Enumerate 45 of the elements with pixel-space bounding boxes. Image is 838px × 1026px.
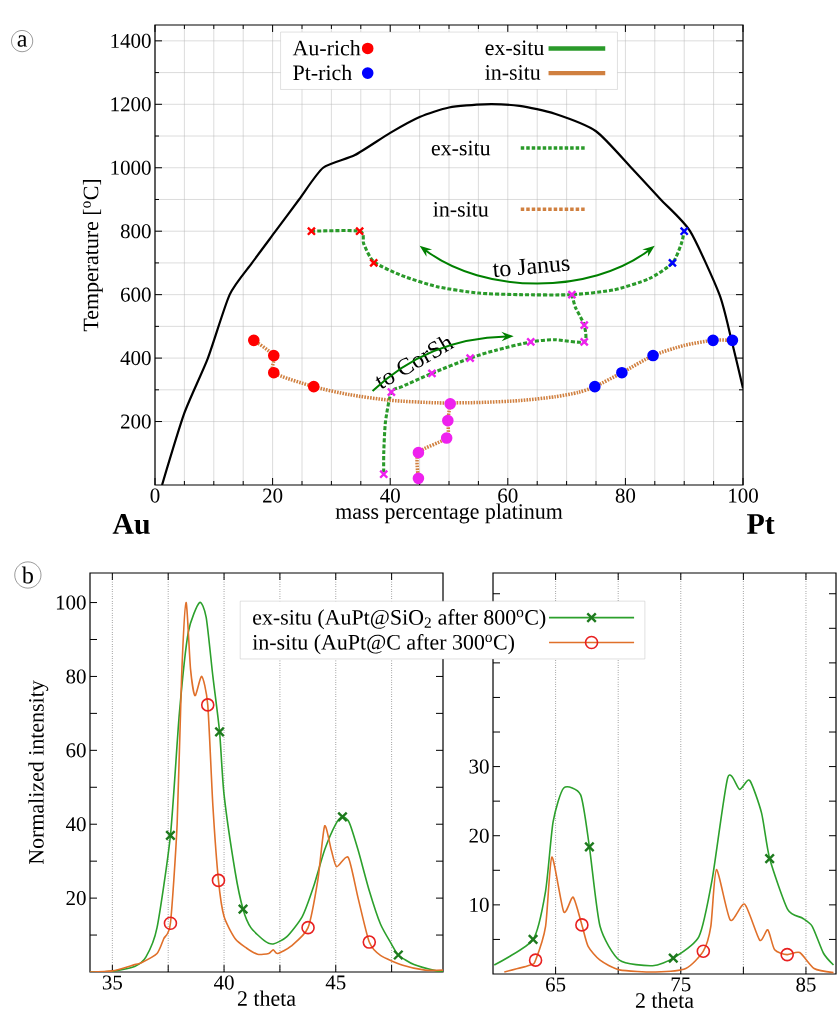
- x-tick-label: 60: [498, 488, 518, 503]
- x-tick-label: 80: [615, 488, 636, 503]
- legend-label: Pt-rich: [293, 64, 352, 81]
- y-tick-label: 800: [120, 224, 151, 239]
- text: b: [21, 566, 33, 584]
- x-axis-title: 2 theta: [237, 990, 296, 1006]
- y-tick-label: 1400: [111, 33, 151, 48]
- x-tick-label: 35: [102, 975, 122, 990]
- y-tick-label: 20: [469, 828, 489, 843]
- x-axis-title: mass percentage platinum: [335, 503, 563, 524]
- y-tick-label: 80: [66, 669, 86, 684]
- text: in-situ (AuPt@C after 300$^{o}$C): [252, 634, 514, 655]
- legend-label: ex-situ (AuPt@SiO$_{2}$ after 800$^{o}$C): [253, 609, 546, 630]
- text: a: [17, 35, 28, 47]
- x-tick-label: 65: [546, 977, 566, 992]
- y-tick-label: 1200: [111, 97, 151, 112]
- x-tick-label: 85: [796, 977, 816, 992]
- x-axis-title: 2 theta: [635, 992, 694, 1008]
- y-tick-label: 600: [121, 287, 151, 302]
- y-axis-title: Temperature [$^{o}$C]: [82, 179, 103, 332]
- y-tick-label: 30: [469, 759, 489, 774]
- y-tick-label: 20: [66, 891, 86, 906]
- y-tick-label: 1000: [111, 160, 151, 175]
- annotation: in-situ: [433, 201, 489, 217]
- x-tick-label: 20: [263, 488, 283, 503]
- text: Pt: [747, 514, 775, 535]
- legend-label: in-situ: [485, 65, 541, 80]
- y-tick-label: 400: [120, 351, 151, 366]
- y-tick-label: 10: [470, 897, 489, 912]
- x-tick-label: 40: [380, 488, 400, 503]
- y-tick-label: 40: [65, 817, 86, 832]
- x-tick-label: 100: [729, 488, 758, 503]
- x-tick-label: 45: [325, 975, 346, 990]
- y-axis-title: Normalized intensity: [28, 680, 49, 865]
- legend-label: Au-rich: [292, 40, 361, 56]
- legend-label: ex-situ: [485, 40, 544, 56]
- y-tick-label: 60: [66, 743, 86, 758]
- y-tick-label: 100: [56, 595, 86, 610]
- annotation: ex-situ: [431, 140, 491, 156]
- x-tick-label: 0: [150, 488, 160, 503]
- x-tick-label: 75: [671, 977, 691, 992]
- text: Au: [112, 514, 150, 535]
- annotation: to Janus: [492, 258, 570, 278]
- x-tick-label: 40: [214, 975, 234, 990]
- y-tick-label: 200: [121, 414, 151, 429]
